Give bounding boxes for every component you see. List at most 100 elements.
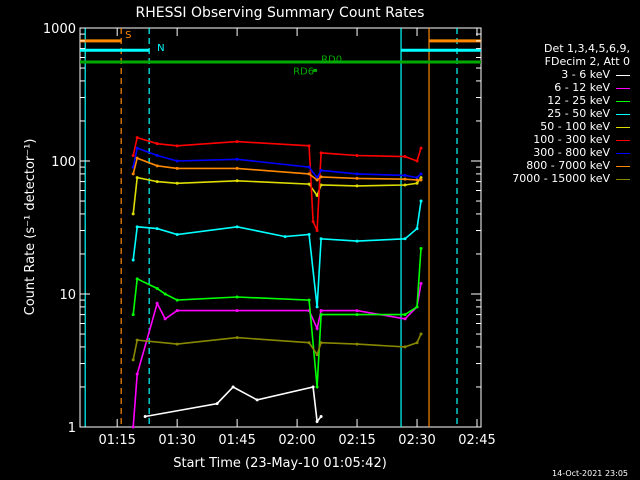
series-point-0-2 — [231, 385, 235, 389]
series-point-4-8 — [355, 184, 359, 188]
series-point-6-3 — [175, 159, 179, 163]
legend-entry-8: 7000 - 15000 keV — [480, 172, 630, 185]
series-point-7-10 — [415, 178, 419, 182]
series-point-3-7 — [315, 305, 319, 309]
legend-swatch-5 — [616, 139, 630, 141]
legend-label-7: 800 - 7000 keV — [526, 159, 610, 172]
legend-swatch-8 — [616, 178, 630, 180]
x-tick-label-0: 01:15 — [98, 433, 135, 448]
series-point-4-9 — [403, 183, 407, 187]
series-point-6-5 — [307, 165, 311, 169]
flag-label-rd0: RD0 — [321, 54, 342, 65]
series-point-3-9 — [355, 239, 359, 243]
series-point-3-6 — [307, 233, 311, 237]
y-tick-label-3: 1000 — [43, 22, 76, 37]
y-tick-label-1: 10 — [59, 288, 76, 303]
series-point-2-0 — [131, 313, 135, 317]
series-point-3-10 — [403, 237, 407, 241]
series-point-5-7 — [315, 229, 319, 233]
flag-label-rd6: RD6 — [293, 66, 314, 77]
series-point-0-4 — [311, 385, 315, 389]
series-layer — [131, 136, 423, 429]
y-tick-label-2: 100 — [51, 155, 76, 170]
series-point-3-12 — [419, 199, 423, 203]
series-point-2-11 — [415, 305, 419, 309]
legend-entry-7: 800 - 7000 keV — [480, 159, 630, 172]
series-point-2-8 — [319, 313, 323, 317]
series-point-2-10 — [403, 313, 407, 317]
timestamp: 14-Oct-2021 23:05 — [552, 469, 628, 478]
axes-layer: 01:15 01:30 01:45 02:00 02:15 02:30 02:45 1 10 10… — [43, 22, 496, 448]
series-point-8-7 — [355, 342, 359, 346]
series-point-6-9 — [403, 173, 407, 177]
annotation-layer: S N RD0 RD6 — [80, 28, 481, 427]
series-point-7-6 — [315, 178, 319, 182]
legend-entry-1: 6 - 12 keV — [480, 81, 630, 94]
series-point-2-2 — [155, 286, 159, 290]
series-line-0 — [145, 386, 322, 424]
series-point-0-3 — [255, 398, 259, 402]
series-point-4-7 — [319, 183, 323, 187]
series-point-3-1 — [135, 225, 139, 229]
legend-swatch-1 — [616, 87, 630, 89]
series-point-4-6 — [315, 194, 319, 198]
legend-swatch-3 — [616, 113, 630, 115]
series-point-7-4 — [235, 166, 239, 170]
series-point-4-3 — [175, 181, 179, 185]
series-point-1-7 — [315, 327, 319, 331]
chart-title: RHESSI Observing Summary Count Rates — [136, 5, 425, 21]
series-point-3-2 — [155, 227, 159, 231]
series-point-7-0 — [131, 172, 135, 176]
legend-swatch-0 — [616, 74, 630, 76]
series-point-6-4 — [235, 157, 239, 161]
legend-label-4: 50 - 100 keV — [540, 120, 610, 133]
legend-entry-4: 50 - 100 keV — [480, 120, 630, 133]
series-point-5-12 — [419, 146, 423, 150]
series-point-8-3 — [235, 336, 239, 340]
series-point-2-6 — [307, 298, 311, 302]
legend-swatch-4 — [616, 126, 630, 128]
series-point-4-1 — [135, 176, 139, 180]
x-tick-label-4: 02:15 — [338, 433, 375, 448]
series-point-5-6 — [311, 220, 315, 224]
series-point-2-3 — [163, 292, 167, 296]
series-point-6-1 — [135, 146, 139, 150]
series-point-5-10 — [403, 155, 407, 159]
legend-header-0: Det 1,3,4,5,6,9, — [543, 42, 630, 55]
series-point-5-4 — [235, 140, 239, 144]
series-point-1-10 — [403, 317, 407, 321]
series-point-2-5 — [235, 295, 239, 299]
series-point-1-4 — [175, 309, 179, 313]
legend-label-1: 6 - 12 keV — [554, 81, 610, 94]
series-point-8-2 — [175, 342, 179, 346]
series-point-3-4 — [235, 225, 239, 229]
series-point-4-2 — [155, 180, 159, 184]
series-point-2-12 — [419, 246, 423, 250]
series-point-4-11 — [419, 176, 423, 180]
series-point-6-7 — [319, 168, 323, 172]
series-point-1-8 — [319, 309, 323, 313]
legend-entry-2: 12 - 25 keV — [480, 94, 630, 107]
series-point-2-7 — [315, 385, 319, 389]
series-point-1-0 — [131, 425, 135, 429]
series-point-6-2 — [155, 153, 159, 157]
legend-swatch-7 — [616, 165, 630, 167]
series-line-3 — [132, 200, 422, 307]
plot-frame — [79, 27, 482, 428]
series-point-5-3 — [175, 144, 179, 148]
x-axis-label: Start Time (23-May-10 01:05:42) — [173, 456, 387, 471]
series-line-4 — [132, 176, 422, 214]
series-point-0-6 — [319, 414, 323, 418]
legend-entry-3: 25 - 50 keV — [480, 107, 630, 120]
series-point-4-0 — [131, 212, 135, 216]
series-line-6 — [132, 147, 422, 180]
series-point-4-4 — [235, 179, 239, 183]
series-point-0-0 — [143, 414, 147, 418]
series-line-2 — [132, 248, 422, 388]
series-point-8-8 — [403, 345, 407, 349]
series-point-7-9 — [403, 177, 407, 181]
series-point-8-10 — [419, 332, 423, 336]
x-tick-label-5: 02:30 — [398, 433, 435, 448]
